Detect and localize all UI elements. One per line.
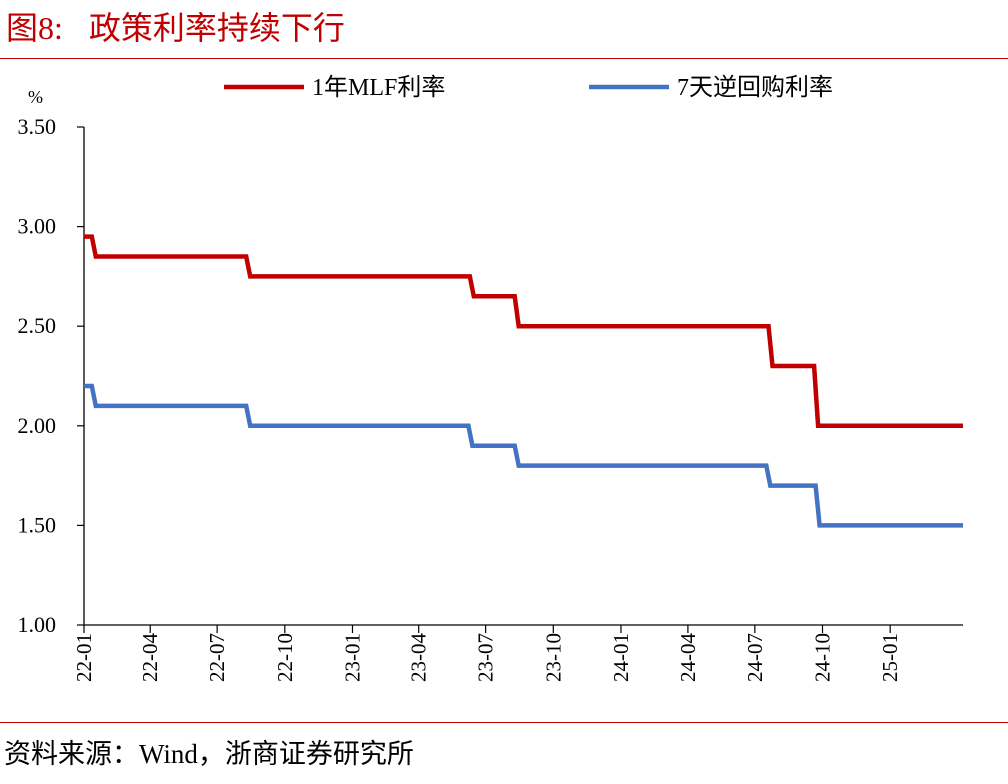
source-prefix: 资料来源： xyxy=(4,739,139,770)
y-tick-label: 1.50 xyxy=(18,512,57,537)
x-tick-label: 23-04 xyxy=(407,633,431,682)
figure-label: 图8: xyxy=(6,10,63,46)
y-tick-label: 2.50 xyxy=(18,313,57,338)
series-line-0 xyxy=(84,234,963,429)
x-tick-label: 23-10 xyxy=(541,633,565,682)
source-suffix: ，浙商证券研究所 xyxy=(197,739,414,770)
x-axis: 22-01 22-04 22-07 22-10 23-01 23-04 23-07 23-10… xyxy=(72,624,963,682)
x-tick-label: 23-07 xyxy=(474,633,498,682)
source-divider xyxy=(0,722,1008,723)
x-tick-label: 22-01 xyxy=(72,633,96,682)
figure-title: 图8: 政策利率持续下行 xyxy=(6,2,345,54)
x-tick-label: 24-07 xyxy=(743,633,767,682)
x-tick-label: 23-01 xyxy=(340,633,364,682)
series-line-1 xyxy=(84,383,963,528)
figure-title-text: 政策利率持续下行 xyxy=(88,9,345,47)
legend-label-0: 1年MLF利率 xyxy=(312,74,445,101)
y-axis-unit: % xyxy=(28,87,43,107)
x-tick-label: 22-07 xyxy=(205,633,229,682)
y-tick-label: 3.50 xyxy=(18,114,57,139)
y-tick-label: 3.00 xyxy=(18,214,57,239)
legend-label-1: 7天逆回购利率 xyxy=(677,74,833,101)
title-divider xyxy=(0,58,1008,59)
x-tick-label: 22-04 xyxy=(138,633,162,682)
x-tick-label: 24-01 xyxy=(609,633,633,682)
y-tick-label: 1.00 xyxy=(18,612,57,637)
source-wind: Wind xyxy=(139,739,198,769)
x-tick-label: 25-01 xyxy=(878,633,902,682)
chart-series xyxy=(84,234,963,528)
y-tick-label: 2.00 xyxy=(18,413,57,438)
x-tick-label: 24-04 xyxy=(676,633,700,682)
chart-legend: 1年MLF利率 7天逆回购利率 xyxy=(224,74,833,101)
x-tick-label: 22-10 xyxy=(273,633,297,682)
source-note: 资料来源：Wind，浙商证券研究所 xyxy=(4,732,414,771)
x-tick-label: 24-10 xyxy=(811,633,835,682)
policy-rate-chart: 1年MLF利率 7天逆回购利率 % 1.00 1.50 2.00 2.50 3.00 3.5… xyxy=(18,74,963,682)
y-axis: 1.00 1.50 2.00 2.50 3.00 3.50 xyxy=(18,114,85,637)
